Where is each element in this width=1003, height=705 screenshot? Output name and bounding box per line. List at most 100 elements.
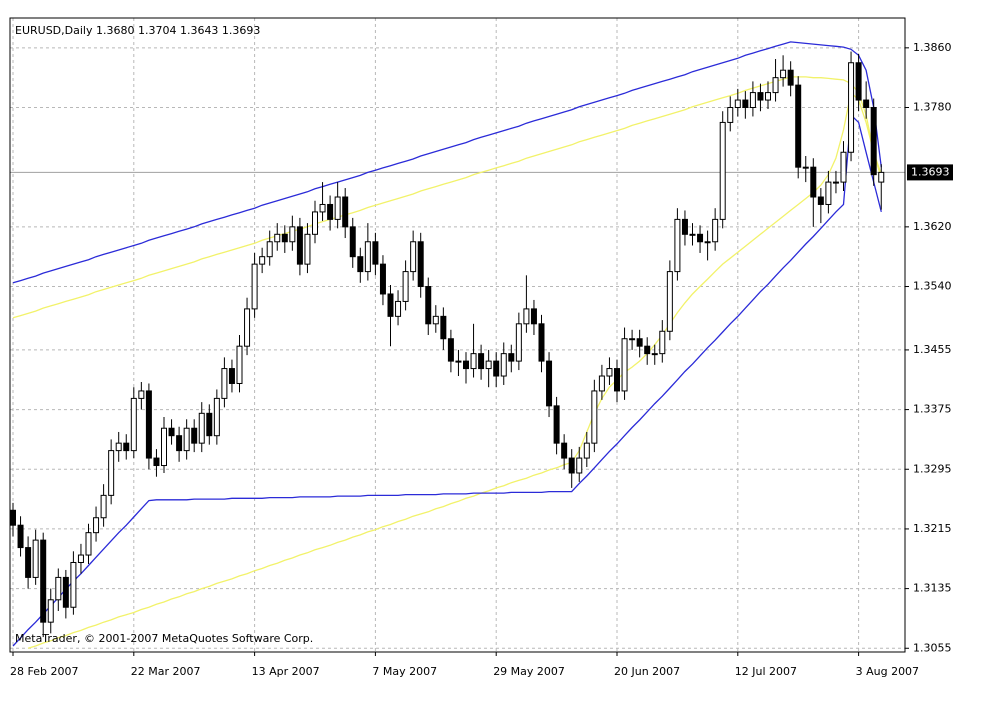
candle-body [840, 151, 847, 183]
candle-body [130, 397, 137, 452]
candle-body [689, 233, 696, 236]
candle-body [561, 442, 568, 459]
candle-body [523, 308, 530, 325]
candle-body [123, 442, 130, 452]
x-tick-label: 3 Aug 2007 [856, 665, 919, 678]
x-tick-label: 28 Feb 2007 [10, 665, 78, 678]
candle-body [100, 494, 107, 519]
candle-body [259, 256, 266, 265]
candle-body [176, 435, 183, 452]
candle-body [742, 99, 749, 109]
price-label-box [907, 164, 953, 181]
candle-body [372, 241, 379, 265]
candle-body [614, 368, 620, 392]
candle-body [470, 353, 477, 370]
indicator-line [27, 91, 882, 649]
candles [10, 51, 885, 638]
candle-body [787, 69, 794, 86]
candle-body [734, 99, 741, 109]
candle-body [621, 338, 628, 392]
candle-body [878, 171, 885, 183]
candle-body [387, 293, 394, 317]
candle-body [757, 92, 764, 101]
candle-body [855, 62, 862, 101]
candle-body [455, 360, 462, 363]
candle-body [719, 121, 726, 220]
candle-body [500, 353, 507, 377]
candle-body [85, 532, 92, 556]
candle-body [266, 241, 273, 258]
y-tick-label: 1.3295 [913, 462, 952, 475]
candle-body [712, 218, 719, 243]
candle-body [145, 390, 152, 459]
y-tick-label: 1.3860 [913, 41, 952, 54]
candle-body [681, 218, 688, 235]
candle-body [598, 375, 605, 392]
price-label: 1.3693 [911, 165, 950, 178]
candle-body [319, 203, 326, 213]
candle-body [236, 345, 243, 384]
x-tick-label: 22 Mar 2007 [131, 665, 201, 678]
candle-body [644, 345, 651, 355]
candle-body [591, 390, 598, 444]
y-tick-label: 1.3135 [913, 582, 952, 595]
y-tick-label: 1.3540 [913, 280, 952, 293]
candle-body [138, 390, 145, 399]
candle-body [40, 539, 47, 623]
indicator-lines [12, 41, 882, 649]
candle-body [697, 233, 704, 243]
y-tick-label: 1.3375 [913, 403, 952, 416]
candle-body [795, 84, 802, 168]
candle-body [425, 286, 432, 325]
candle-body [10, 509, 16, 526]
candle-body [289, 226, 296, 243]
candle-body [606, 368, 613, 377]
candle-body [115, 442, 122, 452]
axes: 1.3860 1.3780 1.3620 1.3540 1.3455 1.3375 1.32… [10, 41, 953, 678]
candle-body [402, 271, 409, 302]
candle-body [161, 427, 167, 467]
candle-body [93, 517, 100, 534]
candle-body [530, 308, 537, 325]
candle-body [47, 599, 54, 623]
x-tick-label: 12 Jul 2007 [735, 665, 797, 678]
y-tick-label: 1.3055 [913, 641, 952, 654]
candle-body [364, 241, 371, 273]
candle-body [32, 539, 39, 578]
candle-body [659, 330, 666, 355]
candle-body [304, 233, 311, 265]
candle-body [832, 181, 839, 184]
candle-body [334, 196, 341, 220]
candle-body [183, 427, 190, 452]
y-tick-label: 1.3455 [913, 343, 952, 356]
candle-body [651, 353, 658, 356]
candle-body [538, 323, 545, 362]
candle-body [802, 166, 809, 169]
candle-body [432, 315, 439, 325]
candle-body [825, 181, 832, 205]
candle-body [870, 107, 877, 176]
indicator-line [12, 76, 882, 319]
candle-body [251, 263, 258, 310]
candle-body [508, 353, 515, 362]
candle-body [70, 561, 77, 608]
candle-body [62, 576, 69, 608]
candle-body [463, 360, 469, 370]
candle-body [493, 360, 500, 377]
candle-body [296, 226, 303, 265]
candle-body [357, 256, 364, 273]
candle-body [417, 241, 424, 288]
candle-body [674, 218, 681, 273]
candle-body [274, 233, 281, 243]
chart-title: EURUSD,Daily 1.3680 1.3704 1.3643 1.3693 [15, 24, 260, 37]
candle-body [447, 338, 454, 362]
candle-body [749, 92, 756, 109]
candle-body [765, 92, 771, 101]
indicator-line [12, 113, 882, 647]
candle-body [583, 442, 590, 459]
candle-body [666, 271, 673, 332]
candle-body [55, 576, 62, 601]
candle-body [213, 397, 220, 437]
